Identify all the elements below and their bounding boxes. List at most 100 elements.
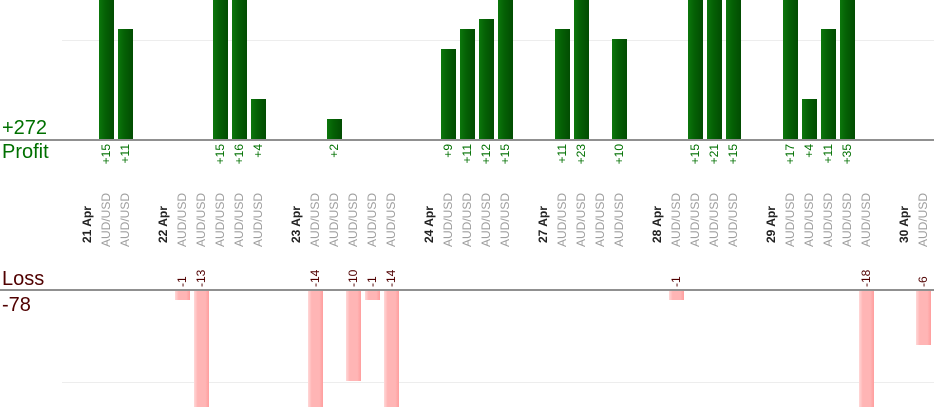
instrument-label: AUD/USD (707, 192, 721, 247)
profit-bar[interactable] (554, 29, 570, 139)
loss-bar[interactable] (345, 291, 361, 381)
instrument-label: AUD/USD (555, 192, 569, 247)
instrument-label: AUD/USD (498, 192, 512, 247)
profit-axis-title: Profit (2, 141, 49, 163)
profit-bar[interactable] (250, 99, 266, 139)
loss-value-label: -18 (859, 269, 873, 287)
date-label: 21 Apr (80, 206, 94, 243)
profit-bar[interactable] (725, 0, 741, 139)
instrument-label: AUD/USD (669, 192, 683, 247)
profit-value-label: +16 (232, 144, 246, 165)
date-label: 27 Apr (536, 206, 550, 243)
profit-bar[interactable] (839, 0, 855, 139)
profit-value-label: +2 (327, 144, 341, 158)
loss-bar[interactable] (668, 291, 684, 300)
total-profit-label: +272 (2, 117, 48, 139)
loss-value-label: -1 (175, 276, 189, 287)
instrument-label: AUD/USD (783, 192, 797, 247)
loss-axis-title: Loss (2, 268, 45, 290)
profit-value-label: +15 (688, 144, 702, 165)
instrument-label: AUD/USD (327, 192, 341, 247)
instrument-label: AUD/USD (612, 192, 626, 247)
instrument-label: AUD/USD (308, 192, 322, 247)
profit-value-label: +17 (783, 144, 797, 165)
date-label: 30 Apr (897, 206, 911, 243)
loss-bar[interactable] (915, 291, 931, 345)
loss-value-label: -10 (346, 269, 360, 287)
profit-bar[interactable] (478, 19, 494, 139)
profit-bar[interactable] (117, 29, 133, 139)
profit-value-label: +4 (802, 144, 816, 158)
profit-value-label: +11 (555, 144, 569, 164)
instrument-label: AUD/USD (346, 192, 360, 247)
loss-gridline-minus10 (62, 382, 934, 383)
profit-bar[interactable] (459, 29, 475, 139)
instrument-label: AUD/USD (441, 192, 455, 247)
date-label: 28 Apr (650, 206, 664, 243)
instrument-label: AUD/USD (194, 192, 208, 247)
instrument-label: AUD/USD (118, 192, 132, 247)
instrument-label: AUD/USD (213, 192, 227, 247)
profit-bar[interactable] (497, 0, 513, 139)
instrument-label: AUD/USD (251, 192, 265, 247)
profit-bar[interactable] (573, 0, 589, 139)
profit-axis-line (0, 139, 934, 141)
loss-bar[interactable] (383, 291, 399, 407)
profit-bar[interactable] (98, 0, 114, 139)
profit-bar[interactable] (820, 29, 836, 139)
profit-value-label: +21 (707, 144, 721, 165)
profit-value-label: +15 (498, 144, 512, 165)
instrument-label: AUD/USD (859, 192, 873, 247)
profit-bar[interactable] (440, 49, 456, 139)
loss-value-label: -1 (365, 276, 379, 287)
profit-value-label: +11 (460, 144, 474, 164)
profit-value-label: +10 (612, 144, 626, 165)
profit-value-label: +15 (99, 144, 113, 165)
profit-bar[interactable] (706, 0, 722, 139)
loss-value-label: -14 (308, 269, 322, 287)
total-loss-label: -78 (2, 294, 31, 316)
loss-bar[interactable] (858, 291, 874, 407)
profit-value-label: +15 (726, 144, 740, 165)
loss-bar[interactable] (174, 291, 190, 300)
loss-bar[interactable] (193, 291, 209, 407)
profit-bar[interactable] (326, 119, 342, 139)
profit-bar[interactable] (782, 0, 798, 139)
instrument-label: AUD/USD (365, 192, 379, 247)
instrument-label: AUD/USD (175, 192, 189, 247)
instrument-label: AUD/USD (726, 192, 740, 247)
date-label: 24 Apr (422, 206, 436, 243)
profit-value-label: +11 (821, 144, 835, 164)
loss-axis-line (0, 289, 934, 291)
instrument-label: AUD/USD (688, 192, 702, 247)
instrument-label: AUD/USD (99, 192, 113, 247)
profit-value-label: +35 (840, 144, 854, 165)
profit-bar[interactable] (687, 0, 703, 139)
instrument-label: AUD/USD (232, 192, 246, 247)
loss-value-label: -1 (669, 276, 683, 287)
loss-value-label: -13 (194, 269, 208, 287)
loss-bar[interactable] (364, 291, 380, 300)
profit-value-label: +4 (251, 144, 265, 158)
instrument-label: AUD/USD (821, 192, 835, 247)
instrument-label: AUD/USD (384, 192, 398, 247)
instrument-label: AUD/USD (593, 192, 607, 247)
instrument-label: AUD/USD (802, 192, 816, 247)
profit-value-label: +9 (441, 144, 455, 158)
instrument-label: AUD/USD (574, 192, 588, 247)
loss-value-label: -6 (916, 276, 930, 287)
loss-bar[interactable] (307, 291, 323, 407)
profit-value-label: +15 (213, 144, 227, 165)
profit-bar[interactable] (212, 0, 228, 139)
instrument-label: AUD/USD (840, 192, 854, 247)
instrument-label: AUD/USD (916, 192, 930, 247)
profit-bar[interactable] (231, 0, 247, 139)
profit-value-label: +12 (479, 144, 493, 165)
date-label: 22 Apr (156, 206, 170, 243)
profit-bar[interactable] (801, 99, 817, 139)
profit-bar[interactable] (611, 39, 627, 139)
profit-value-label: +11 (118, 144, 132, 164)
instrument-label: AUD/USD (479, 192, 493, 247)
loss-value-label: -14 (384, 269, 398, 287)
